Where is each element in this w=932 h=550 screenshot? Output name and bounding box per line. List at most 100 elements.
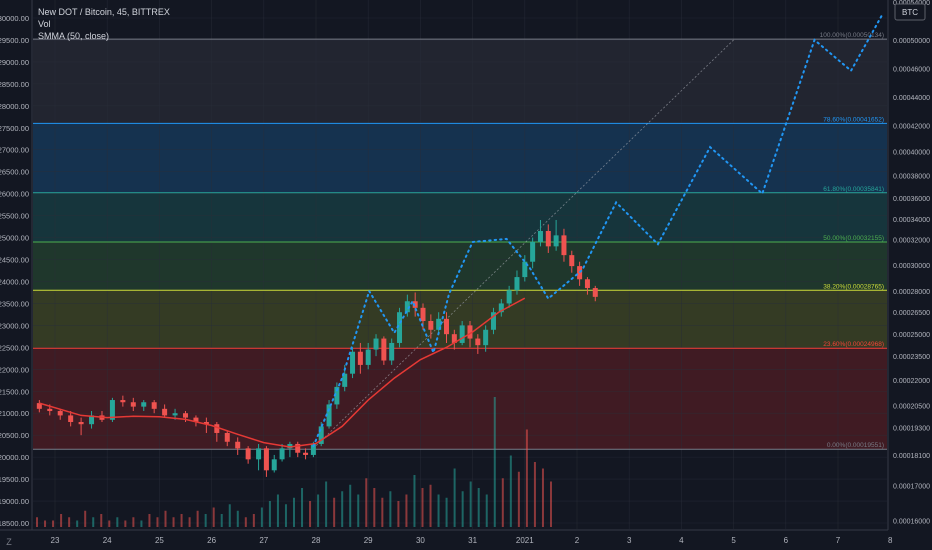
volume-bar-22 [212,507,215,527]
candle-body-18 [224,432,230,442]
x-tick-label-11: 3 [627,536,632,545]
left-tick-label-9: 25500.00 [0,212,29,221]
right-tick-label-5: 0.00038000 [893,174,930,181]
projection-polyline [312,13,884,448]
fib-levels: 100.00%(0.00050134) 78.60%(0.00041652) 61.… [33,32,887,450]
symbol-title[interactable]: New DOT / Bitcoin, 45, BITTREX [38,7,170,17]
x-tick-label-1: 24 [103,536,112,545]
candle-body-39 [397,312,403,343]
candle-body-8 [120,400,126,403]
candle-body-48 [467,325,473,339]
volume-bar-64 [549,481,552,527]
candle-body-30 [326,404,332,427]
volume-bar-10 [116,517,119,527]
time-axis-panel[interactable] [0,530,932,550]
candle-body-2 [57,411,63,416]
candle-body-26 [295,443,301,453]
left-tick-label-10: 25000.00 [0,234,29,243]
candle-body-59 [553,235,559,247]
fib-zone-0 [33,39,887,124]
volume-bar-35 [317,494,320,527]
volume-bar-17 [172,517,175,527]
x-tick-label-13: 5 [731,536,736,545]
volume-bar-30 [276,494,279,527]
pattern-lines [313,39,734,449]
right-axis-panel[interactable] [888,0,932,550]
zoom-reset-button[interactable]: Z [6,537,12,547]
x-tick-label-6: 29 [364,536,373,545]
right-tick-label-3: 0.00042000 [893,124,930,131]
x-tick-label-7: 30 [416,536,425,545]
candle-body-50 [483,329,489,346]
left-tick-label-11: 24500.00 [0,256,29,265]
fib-label-4: 38.20%(0.00028765) [823,283,884,290]
fib-label-1: 78.60%(0.00041652) [823,116,884,123]
volume-bar-47 [413,475,416,527]
candle-body-23 [271,459,277,471]
candle-body-15 [193,417,199,422]
candle-body-29 [318,426,324,444]
candle-body-56 [530,241,536,262]
volume-bar-28 [260,507,263,527]
right-tick-label-15: 0.00020500 [893,403,930,410]
candle-body-34 [357,351,363,365]
left-tick-label-8: 26000.00 [0,190,29,199]
left-tick-label-2: 29000.00 [0,58,29,67]
volume-bar-0 [36,517,39,527]
candle-body-51 [490,312,496,330]
volume-bar-34 [309,501,312,527]
x-tick-label-4: 27 [259,536,268,545]
candle-body-5 [89,415,95,425]
trend-line [313,39,734,449]
right-tick-label-2: 0.00044000 [893,95,930,102]
volume-bar-19 [188,517,191,527]
candle-body-35 [365,349,371,365]
volume-bar-50 [437,494,440,527]
candle-body-22 [263,448,269,471]
smma-indicator-label[interactable]: SMMA (50, close) [38,31,110,41]
volume-bar-39 [349,484,352,527]
candle-body-44 [436,318,442,330]
volume-bar-24 [228,504,231,527]
left-tick-label-20: 20000.00 [0,453,29,462]
volume-bar-59 [509,455,512,527]
candle-body-33 [350,351,356,374]
left-tick-label-22: 19000.00 [0,497,29,506]
volume-indicator-label[interactable]: Vol [38,19,51,29]
left-tick-label-5: 27500.00 [0,124,29,133]
volume-bar-63 [541,468,544,527]
volume-bar-11 [124,520,127,527]
fib-label-3: 50.00%(0.00032155) [823,235,884,242]
left-tick-label-21: 19500.00 [0,475,29,484]
candle-body-24 [279,448,285,460]
candle-body-43 [428,321,434,330]
candle-body-21 [256,448,262,460]
volume-bar-58 [501,478,504,527]
volume-bar-41 [365,478,368,527]
right-tick-label-4: 0.00040000 [893,149,930,156]
volume-bar-7 [92,517,95,527]
volume-bar-44 [389,491,392,527]
volume-bar-16 [164,510,167,527]
candle-body-57 [537,230,543,242]
volume-bar-56 [485,494,488,527]
candle-body-46 [451,334,457,343]
candle-body-38 [389,342,395,361]
left-tick-label-1: 29500.00 [0,36,29,45]
left-axis-panel[interactable] [0,0,32,530]
volume-bar-31 [284,504,287,527]
candle-body-7 [109,400,115,420]
x-tick-label-10: 2 [575,536,580,545]
right-tick-label-17: 0.00018100 [893,453,930,460]
candle-body-25 [287,443,293,449]
smma-series-line [39,297,526,448]
volume-bar-26 [244,517,247,527]
volume-bar-32 [293,497,295,527]
x-tick-label-16: 8 [888,536,893,545]
candle-body-36 [373,338,379,350]
candle-body-40 [404,301,410,313]
volume-bar-57 [493,397,496,527]
volume-bar-25 [236,510,239,527]
right-tick-label-14: 0.00022000 [893,378,930,385]
